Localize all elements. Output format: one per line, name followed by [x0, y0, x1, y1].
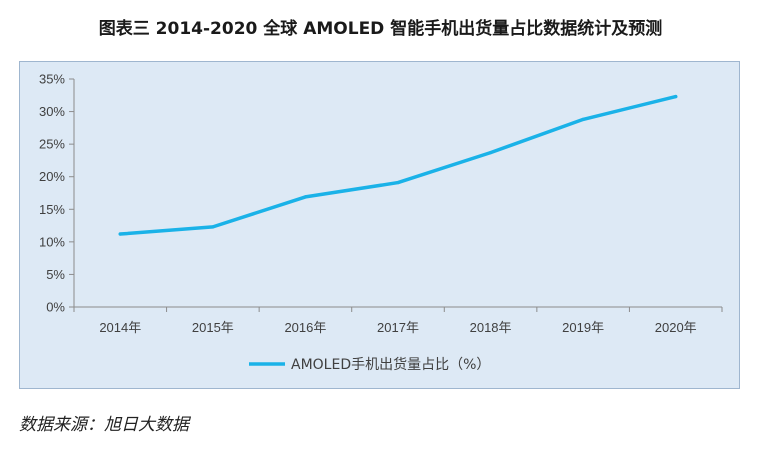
y-tick-label: 30%	[39, 104, 65, 119]
y-tick-label: 25%	[39, 137, 65, 152]
data-source-note: 数据来源：旭日大数据	[19, 415, 189, 435]
data-point	[488, 151, 493, 155]
y-tick-label: 35%	[39, 72, 65, 87]
x-tick-label: 2019年	[562, 320, 604, 335]
series-line	[118, 94, 678, 236]
data-point	[674, 94, 678, 99]
x-tick-label: 2018年	[470, 320, 512, 335]
legend-label: AMOLED手机出货量占比（%）	[291, 356, 490, 373]
data-point	[211, 225, 215, 229]
data-point	[396, 180, 400, 185]
y-tick-label: 20%	[39, 169, 65, 184]
x-tick-label: 2020年	[655, 320, 697, 335]
y-tick-label: 5%	[46, 267, 65, 282]
data-point	[303, 195, 308, 199]
y-tick-label: 15%	[39, 202, 65, 217]
data-point	[581, 117, 585, 121]
y-tick-label: 10%	[39, 234, 65, 249]
data-point	[118, 232, 122, 236]
chart-panel	[19, 61, 740, 389]
x-tick-label: 2015年	[192, 320, 234, 335]
chart-title: 图表三 2014-2020 全球 AMOLED 智能手机出货量占比数据统计及预测	[98, 19, 663, 39]
x-tick-label: 2016年	[284, 320, 326, 335]
x-tick-label: 2014年	[99, 320, 141, 335]
y-tick-label: 0%	[46, 300, 65, 315]
x-tick-label: 2017年	[377, 320, 419, 335]
